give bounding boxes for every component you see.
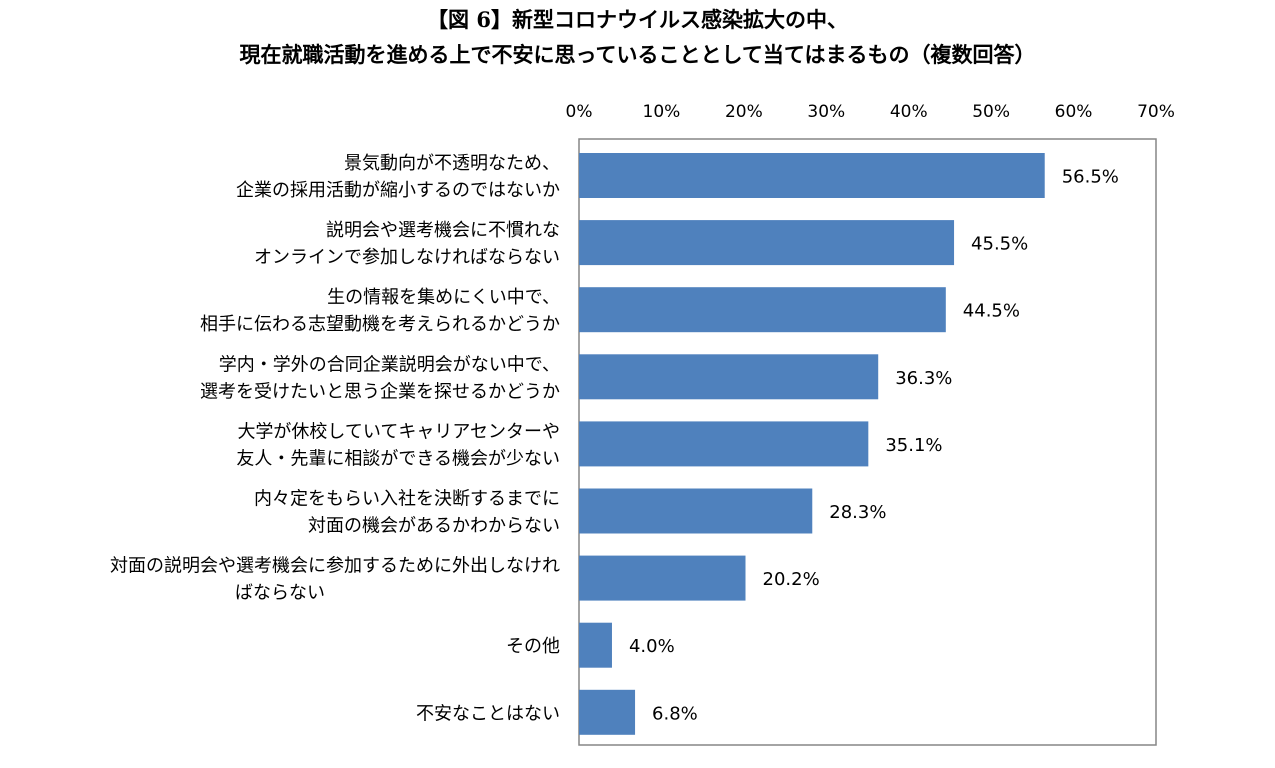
data-label: 6.8% bbox=[652, 703, 698, 724]
category-label: ばならない bbox=[235, 583, 325, 604]
x-tick-label: 40% bbox=[890, 102, 928, 122]
chart-title: 【図 6】新型コロナウイルス感染拡大の中、 現在就職活動を進める上で不安に思って… bbox=[0, 2, 1275, 72]
bar bbox=[579, 421, 869, 467]
data-label: 56.5% bbox=[1062, 167, 1119, 188]
category-label: 学内・学外の合同企業説明会がない中で、 bbox=[219, 354, 560, 375]
bar bbox=[579, 287, 946, 333]
data-label: 44.5% bbox=[963, 301, 1020, 322]
category-label: 対面の機会があるかわからない bbox=[308, 516, 560, 537]
chart-title-line-1: 【図 6】新型コロナウイルス感染拡大の中、 bbox=[427, 7, 848, 32]
x-tick-label: 30% bbox=[807, 102, 845, 122]
category-label: 大学が休校していてキャリアセンターや bbox=[237, 421, 560, 442]
category-label: 企業の採用活動が縮小するのではないか bbox=[236, 180, 560, 201]
x-tick-label: 0% bbox=[566, 102, 593, 122]
x-tick-label: 60% bbox=[1055, 102, 1093, 122]
category-label: 選考を受けたいと思う企業を探せるかどうか bbox=[200, 381, 560, 402]
x-tick-label: 50% bbox=[972, 102, 1010, 122]
data-label: 28.3% bbox=[829, 502, 886, 523]
category-label: その他 bbox=[506, 636, 560, 657]
category-label: 景気動向が不透明なため、 bbox=[344, 153, 560, 174]
x-tick-label: 70% bbox=[1137, 102, 1175, 122]
data-label: 36.3% bbox=[895, 368, 952, 389]
category-label: 説明会や選考機会に不慣れな bbox=[326, 220, 560, 241]
chart-title-line-2: 現在就職活動を進める上で不安に思っていることとして当てはまるもの（複数回答） bbox=[239, 42, 1036, 67]
data-label: 4.0% bbox=[629, 636, 675, 657]
category-label: オンラインで参加しなければならない bbox=[254, 247, 560, 268]
data-label: 20.2% bbox=[763, 569, 820, 590]
data-label: 45.5% bbox=[971, 234, 1028, 255]
category-label: 生の情報を集めにくい中で、 bbox=[327, 287, 560, 308]
category-label: 友人・先輩に相談ができる機会が少ない bbox=[236, 448, 560, 469]
category-label: 不安なことはない bbox=[416, 703, 560, 724]
bar bbox=[579, 354, 879, 400]
category-label: 対面の説明会や選考機会に参加するために外出しなけれ bbox=[110, 556, 560, 577]
bar bbox=[579, 689, 636, 735]
data-label: 35.1% bbox=[885, 435, 942, 456]
bar bbox=[579, 220, 955, 266]
category-label: 相手に伝わる志望動機を考えられるかどうか bbox=[200, 314, 560, 335]
bar bbox=[579, 555, 746, 601]
bar bbox=[579, 488, 813, 534]
bar bbox=[579, 622, 612, 668]
category-label: 内々定をもらい入社を決断するまでに bbox=[254, 489, 560, 510]
x-tick-label: 10% bbox=[643, 102, 681, 122]
bar bbox=[579, 153, 1045, 198]
x-tick-label: 20% bbox=[725, 102, 763, 122]
